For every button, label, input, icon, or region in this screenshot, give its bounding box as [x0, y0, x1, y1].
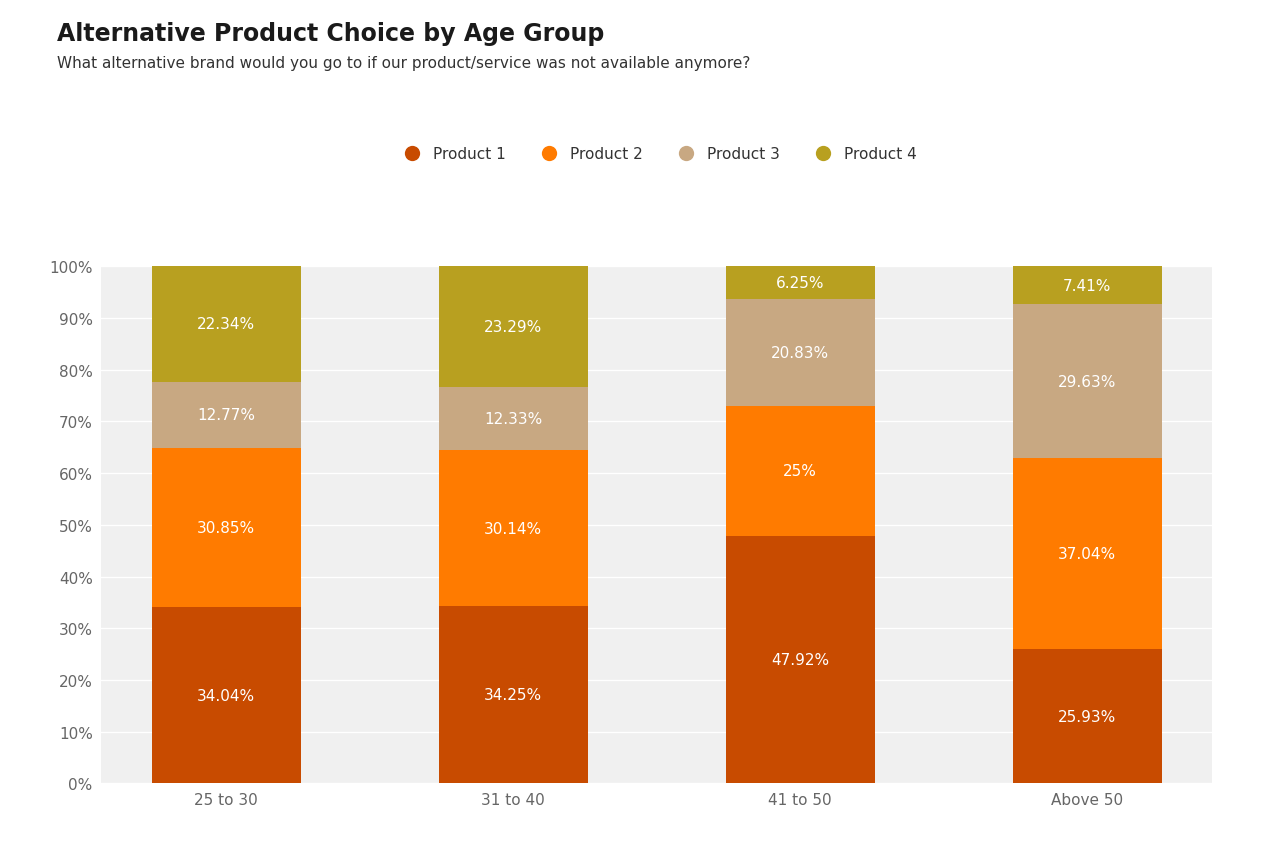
Bar [152, 608, 301, 784]
Bar [438, 607, 587, 784]
Text: 7.41%: 7.41% [1063, 278, 1111, 294]
Bar [438, 267, 587, 387]
Text: 30.14%: 30.14% [484, 521, 542, 536]
Bar [152, 382, 301, 449]
Text: 37.04%: 37.04% [1058, 547, 1116, 561]
Bar [726, 406, 875, 536]
Text: 30.85%: 30.85% [197, 521, 255, 536]
Text: 20.83%: 20.83% [772, 345, 830, 361]
Text: 12.33%: 12.33% [484, 412, 542, 426]
Bar [1013, 649, 1162, 784]
Bar [726, 300, 875, 406]
Bar [726, 267, 875, 300]
Bar [438, 387, 587, 451]
Text: 34.25%: 34.25% [484, 688, 542, 703]
Bar [152, 449, 301, 608]
Bar [1013, 267, 1162, 305]
Text: What alternative brand would you go to if our product/service was not available : What alternative brand would you go to i… [57, 56, 750, 71]
Text: Alternative Product Choice by Age Group: Alternative Product Choice by Age Group [57, 22, 604, 46]
Text: 12.77%: 12.77% [197, 408, 255, 423]
Text: 22.34%: 22.34% [197, 317, 255, 332]
Text: 23.29%: 23.29% [484, 319, 542, 335]
Bar [152, 267, 301, 382]
Text: 6.25%: 6.25% [775, 276, 825, 290]
Bar [1013, 305, 1162, 458]
Text: 34.04%: 34.04% [197, 688, 255, 703]
Text: 25%: 25% [783, 464, 817, 479]
Text: 29.63%: 29.63% [1058, 375, 1116, 389]
Bar [1013, 458, 1162, 649]
Text: 25.93%: 25.93% [1058, 709, 1116, 724]
Bar [438, 451, 587, 607]
Bar [726, 536, 875, 784]
Text: 47.92%: 47.92% [772, 653, 830, 667]
Legend: Product 1, Product 2, Product 3, Product 4: Product 1, Product 2, Product 3, Product… [390, 141, 923, 168]
